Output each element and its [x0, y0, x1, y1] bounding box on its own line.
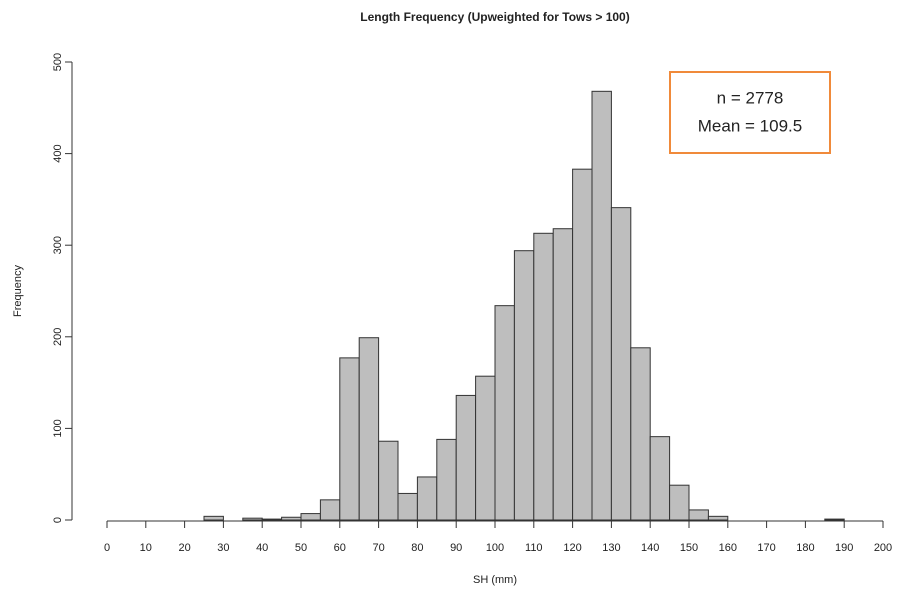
- bar: [669, 484, 690, 521]
- bar: [475, 375, 496, 521]
- bar: [513, 250, 535, 521]
- x-tick-label: 80: [411, 542, 423, 554]
- bar: [591, 90, 612, 521]
- bar: [649, 436, 671, 521]
- x-tick-label: 50: [295, 542, 307, 554]
- bar: [533, 232, 554, 521]
- bar: [436, 438, 457, 521]
- x-tick-label: 30: [217, 542, 229, 554]
- x-tick-label: 180: [796, 542, 814, 554]
- bar: [552, 228, 574, 521]
- x-tick-label: 60: [334, 542, 346, 554]
- annotation: Mean = 109.5: [698, 116, 802, 135]
- x-tick-label: 150: [680, 542, 698, 554]
- y-tick-label: 0: [52, 517, 64, 523]
- x-tick-label: 120: [563, 542, 581, 554]
- bar: [630, 347, 651, 521]
- y-tick-label: 300: [52, 236, 64, 254]
- bar: [319, 499, 341, 521]
- x-tick-label: 40: [256, 542, 268, 554]
- y-tick-label: 200: [52, 328, 64, 346]
- x-tick-label: 130: [602, 542, 620, 554]
- bar: [494, 305, 515, 521]
- x-tick-label: 190: [835, 542, 853, 554]
- chart-title: Length Frequency (Upweighted for Tows > …: [360, 10, 629, 24]
- x-tick-label: 10: [140, 542, 152, 554]
- bar: [300, 513, 321, 521]
- x-tick-label: 0: [104, 542, 110, 554]
- bar: [455, 394, 477, 521]
- bar: [416, 476, 438, 521]
- bar: [261, 518, 283, 521]
- bar: [572, 168, 593, 521]
- x-tick-label: 200: [874, 542, 892, 554]
- bar: [688, 509, 709, 521]
- y-tick-label: 500: [52, 53, 64, 71]
- x-tick-label: 90: [450, 542, 462, 554]
- y-tick-label: 100: [52, 419, 64, 437]
- annotation-box: [669, 71, 831, 154]
- y-axis-label: Frequency: [12, 265, 24, 317]
- bar: [397, 492, 418, 521]
- bar: [358, 337, 380, 521]
- bar: [339, 357, 360, 521]
- y-tick-label: 400: [52, 144, 64, 162]
- x-tick-label: 160: [719, 542, 737, 554]
- bar: [378, 440, 399, 521]
- x-tick-label: 20: [178, 542, 190, 554]
- x-tick-label: 140: [641, 542, 659, 554]
- bar: [281, 516, 302, 521]
- bar: [707, 515, 729, 521]
- annotation: n = 2778: [717, 88, 784, 107]
- x-tick-label: 110: [525, 542, 543, 554]
- bar: [203, 515, 224, 521]
- bar: [242, 517, 263, 521]
- x-tick-label: 100: [486, 542, 504, 554]
- bar: [824, 518, 845, 521]
- x-tick-label: 170: [757, 542, 775, 554]
- x-axis-label: SH (mm): [473, 574, 517, 586]
- x-tick-label: 70: [372, 542, 384, 554]
- bar: [610, 207, 632, 521]
